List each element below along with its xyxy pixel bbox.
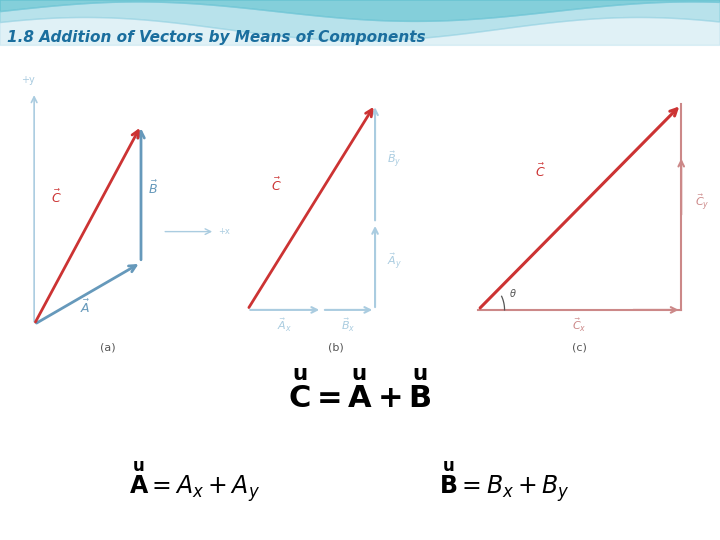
Text: $\vec{C}$: $\vec{C}$	[535, 163, 546, 180]
Text: $\mathbf{\overset{u}{C} = \overset{u}{A} + \overset{u}{B}}$: $\mathbf{\overset{u}{C} = \overset{u}{A}…	[288, 370, 432, 414]
Text: $\vec{C}_x$: $\vec{C}_x$	[572, 317, 587, 334]
Text: $\vec{B}_y$: $\vec{B}_y$	[387, 150, 401, 170]
Text: (a): (a)	[100, 343, 116, 353]
Text: $\vec{C}_y$: $\vec{C}_y$	[696, 193, 710, 213]
Text: $\vec{A}_y$: $\vec{A}_y$	[387, 252, 402, 272]
Text: (c): (c)	[572, 343, 587, 353]
Text: 1.8 Addition of Vectors by Means of Components: 1.8 Addition of Vectors by Means of Comp…	[7, 30, 426, 45]
Text: $\vec{A}$: $\vec{A}$	[80, 299, 91, 316]
Text: $\vec{C}$: $\vec{C}$	[271, 177, 282, 194]
Text: $\vec{C}$: $\vec{C}$	[50, 188, 61, 206]
Text: +y: +y	[21, 76, 35, 85]
Text: +x: +x	[218, 227, 230, 236]
Text: $\vec{B}$: $\vec{B}$	[148, 180, 158, 197]
Text: $\vec{B}_x$: $\vec{B}_x$	[341, 317, 356, 334]
Text: $\mathbf{\overset{u}{A}} = A_x + A_y$: $\mathbf{\overset{u}{A}} = A_x + A_y$	[129, 460, 260, 505]
Text: (b): (b)	[328, 343, 343, 353]
Text: $\vec{A}_x$: $\vec{A}_x$	[277, 317, 292, 334]
Text: $\theta$: $\theta$	[508, 287, 516, 299]
Text: $\mathbf{\overset{u}{B}} = B_x + B_y$: $\mathbf{\overset{u}{B}} = B_x + B_y$	[438, 460, 570, 505]
